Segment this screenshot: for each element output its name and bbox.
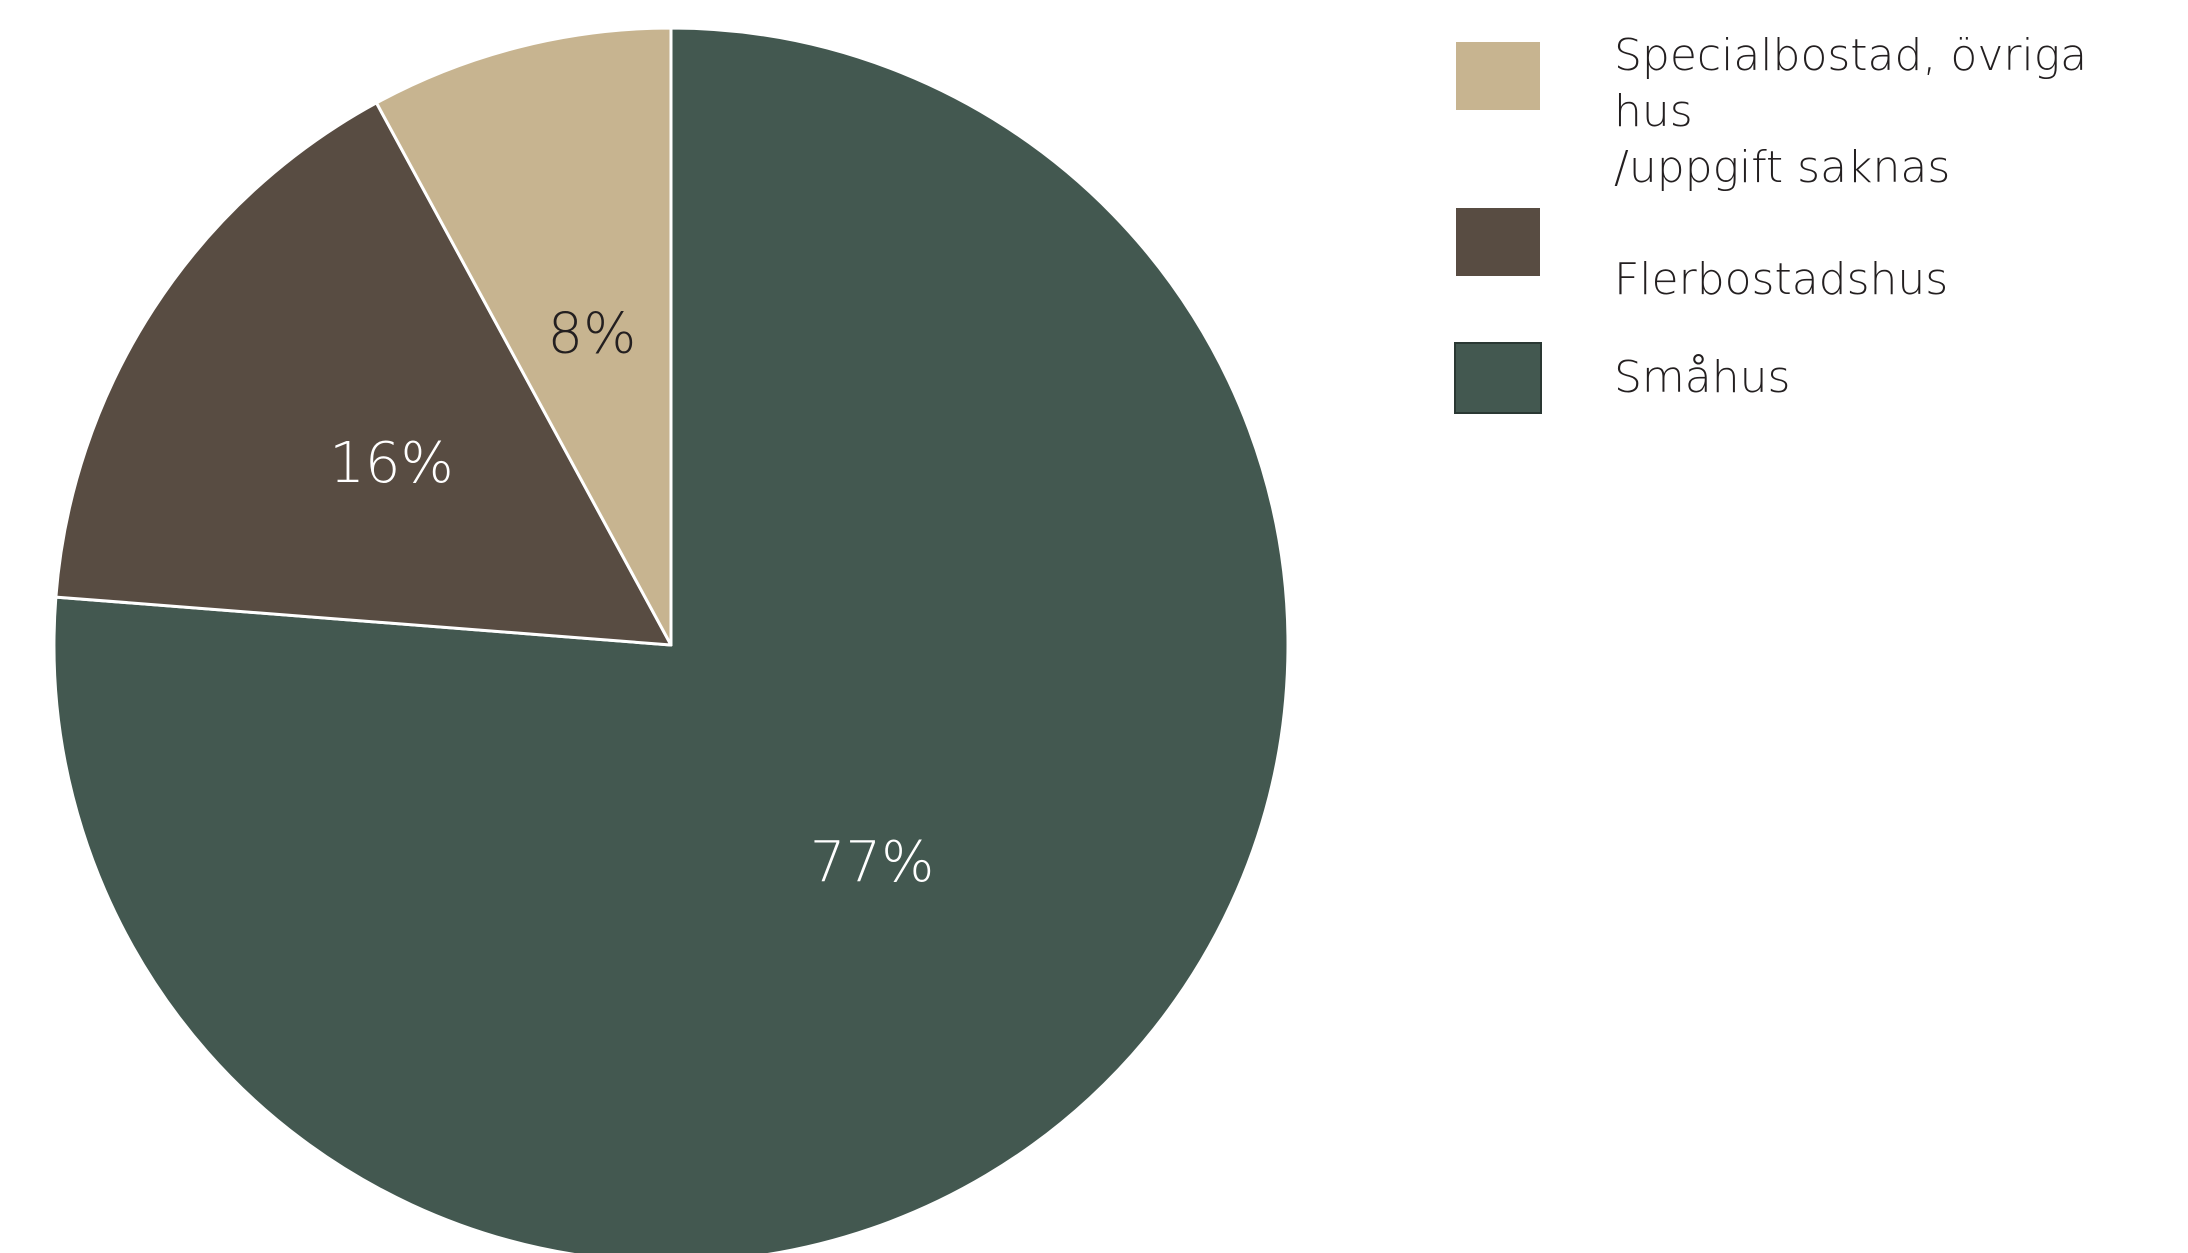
legend-label: Specialbostad, övriga hus /uppgift sakna… xyxy=(1614,30,2088,193)
legend-label: Småhus xyxy=(1614,352,1791,403)
slice-label-flerbostadshus: 16% xyxy=(329,431,453,496)
legend-label: Flerbostadshus xyxy=(1614,254,1949,305)
slice-label-specialbostad-övriga-hus: 8% xyxy=(548,302,637,367)
pie-slice-flerbostadshus xyxy=(54,101,673,647)
pie-slice-labels: 77% 16% 8% xyxy=(329,302,934,895)
pie-slice-specialbostad-övriga-hus xyxy=(374,26,673,647)
legend-swatch xyxy=(1456,42,1540,110)
legend-swatch xyxy=(1454,342,1542,414)
pie-slices xyxy=(52,26,1290,1253)
pie-chart-canvas: 77% 16% 8% xyxy=(52,26,1290,1253)
slice-label-småhus: 77% xyxy=(810,830,934,895)
legend-swatch xyxy=(1456,208,1540,276)
